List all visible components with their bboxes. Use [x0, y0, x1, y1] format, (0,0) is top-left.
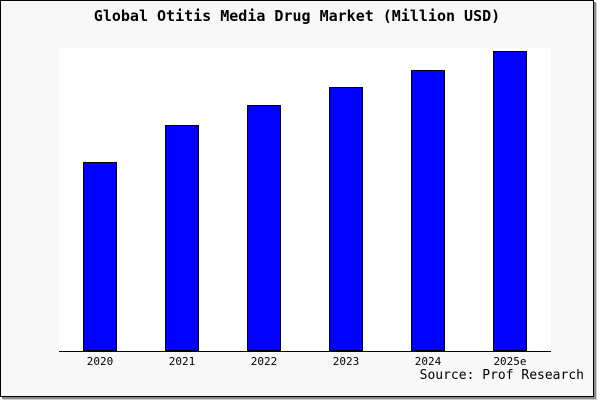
bar-2022 — [247, 105, 281, 351]
bar-2025e — [493, 51, 527, 351]
bar-2023 — [329, 87, 363, 351]
bar-2021 — [165, 125, 199, 351]
source-label: Source: Prof Research — [419, 368, 584, 383]
bar-slot — [305, 48, 387, 351]
plot-area — [59, 48, 551, 352]
x-tick-label-2020: 2020 — [86, 355, 114, 368]
bar-slot — [59, 48, 141, 351]
x-tick-label-2022: 2022 — [250, 355, 278, 368]
chart-title: Global Otitis Media Drug Market (Million… — [93, 7, 501, 25]
x-tick-label-2025e: 2025e — [493, 355, 527, 368]
x-tick-label-2023: 2023 — [332, 355, 360, 368]
bar-2024 — [411, 70, 445, 351]
bar-slot — [469, 48, 551, 351]
bar-slot — [387, 48, 469, 351]
x-tick-label-2021: 2021 — [168, 355, 196, 368]
bar-2020 — [83, 162, 117, 351]
bar-slot — [141, 48, 223, 351]
x-tick-label-2024: 2024 — [414, 355, 442, 368]
x-axis-tick-labels: 2020 2021 2022 2023 2024 2025e — [59, 355, 551, 368]
bar-slot — [223, 48, 305, 351]
